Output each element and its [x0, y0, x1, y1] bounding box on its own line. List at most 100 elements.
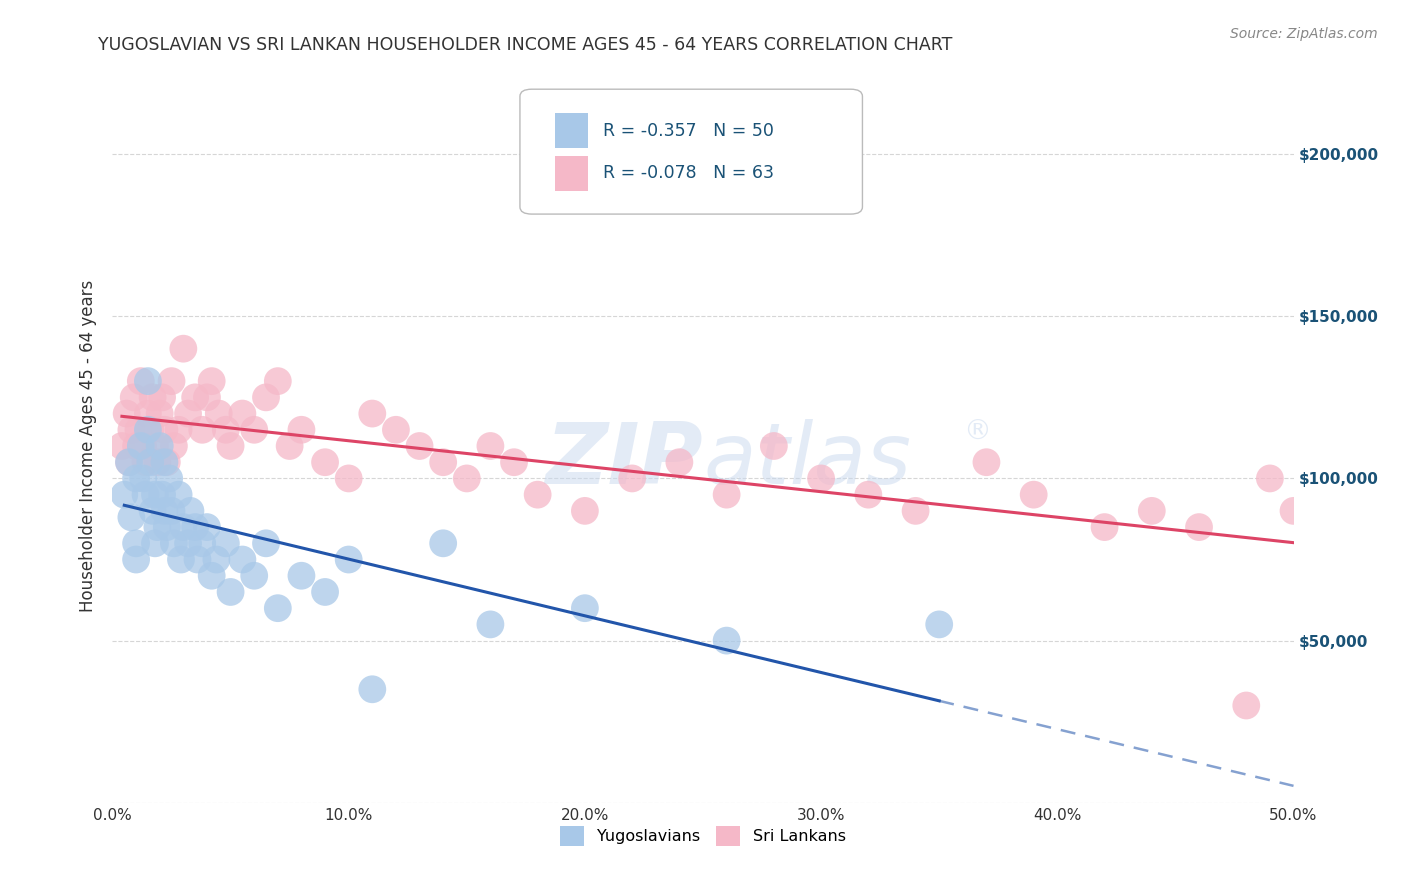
Point — [149, 407, 172, 421]
Point — [314, 455, 336, 469]
Point — [456, 471, 478, 485]
Point — [361, 407, 384, 421]
Point — [205, 552, 228, 566]
Point — [160, 374, 183, 388]
Point — [231, 407, 253, 421]
Text: R = -0.078   N = 63: R = -0.078 N = 63 — [603, 164, 773, 182]
Point — [976, 455, 998, 469]
Point — [172, 342, 194, 356]
Point — [1094, 520, 1116, 534]
Point — [574, 504, 596, 518]
Point — [1022, 488, 1045, 502]
Point — [503, 455, 526, 469]
Point — [143, 439, 166, 453]
Point — [243, 568, 266, 582]
Point — [479, 439, 502, 453]
Point — [219, 585, 242, 599]
Point — [146, 455, 169, 469]
Point — [191, 536, 214, 550]
Point — [153, 455, 176, 469]
Point — [150, 390, 173, 404]
Point — [163, 536, 186, 550]
Legend: Yugoslavians, Sri Lankans: Yugoslavians, Sri Lankans — [554, 820, 852, 852]
Point — [118, 455, 141, 469]
Text: ®: ® — [963, 417, 991, 446]
Point — [201, 374, 224, 388]
Point — [195, 390, 218, 404]
Point — [112, 488, 135, 502]
Point — [1234, 698, 1257, 713]
Point — [127, 423, 149, 437]
Point — [762, 439, 785, 453]
Point — [186, 552, 208, 566]
Point — [526, 488, 548, 502]
Point — [267, 374, 290, 388]
Point — [479, 617, 502, 632]
Point — [191, 423, 214, 437]
Point — [231, 552, 253, 566]
Point — [129, 374, 152, 388]
Point — [172, 520, 194, 534]
Point — [143, 488, 166, 502]
Point — [136, 407, 159, 421]
Point — [149, 439, 172, 453]
Text: atlas: atlas — [703, 418, 911, 502]
Point — [167, 423, 190, 437]
Point — [1188, 520, 1211, 534]
Point — [215, 536, 238, 550]
Point — [122, 390, 145, 404]
Point — [314, 585, 336, 599]
Point — [290, 568, 312, 582]
Point — [132, 439, 155, 453]
Point — [337, 471, 360, 485]
Point — [179, 504, 201, 518]
Point — [153, 504, 176, 518]
Point — [157, 471, 180, 485]
Point — [184, 520, 207, 534]
Point — [142, 390, 165, 404]
Y-axis label: Householder Income Ages 45 - 64 years: Householder Income Ages 45 - 64 years — [79, 280, 97, 612]
Point — [153, 423, 176, 437]
Point — [160, 504, 183, 518]
Point — [136, 374, 159, 388]
Point — [574, 601, 596, 615]
Point — [337, 552, 360, 566]
Point — [170, 552, 193, 566]
Point — [1282, 504, 1305, 518]
Point — [120, 423, 142, 437]
Text: R = -0.357   N = 50: R = -0.357 N = 50 — [603, 121, 773, 139]
Point — [290, 423, 312, 437]
Point — [928, 617, 950, 632]
Point — [858, 488, 880, 502]
Point — [243, 423, 266, 437]
Point — [146, 520, 169, 534]
Point — [132, 471, 155, 485]
FancyBboxPatch shape — [555, 156, 589, 191]
Point — [385, 423, 408, 437]
Point — [432, 536, 454, 550]
Point — [201, 568, 224, 582]
Point — [267, 601, 290, 615]
Text: YUGOSLAVIAN VS SRI LANKAN HOUSEHOLDER INCOME AGES 45 - 64 YEARS CORRELATION CHAR: YUGOSLAVIAN VS SRI LANKAN HOUSEHOLDER IN… — [98, 36, 953, 54]
Text: Source: ZipAtlas.com: Source: ZipAtlas.com — [1230, 27, 1378, 41]
Point — [135, 488, 157, 502]
Point — [254, 390, 277, 404]
Point — [621, 471, 644, 485]
Point — [156, 455, 179, 469]
Point — [716, 488, 738, 502]
Point — [215, 423, 238, 437]
Point — [111, 439, 134, 453]
Point — [904, 504, 927, 518]
Point — [1140, 504, 1163, 518]
Point — [125, 536, 148, 550]
Point — [120, 510, 142, 524]
Point — [129, 439, 152, 453]
Point — [1258, 471, 1281, 485]
Point — [361, 682, 384, 697]
Point — [125, 439, 148, 453]
Point — [125, 471, 148, 485]
Point — [408, 439, 430, 453]
Point — [184, 390, 207, 404]
Point — [163, 439, 186, 453]
Point — [208, 407, 231, 421]
